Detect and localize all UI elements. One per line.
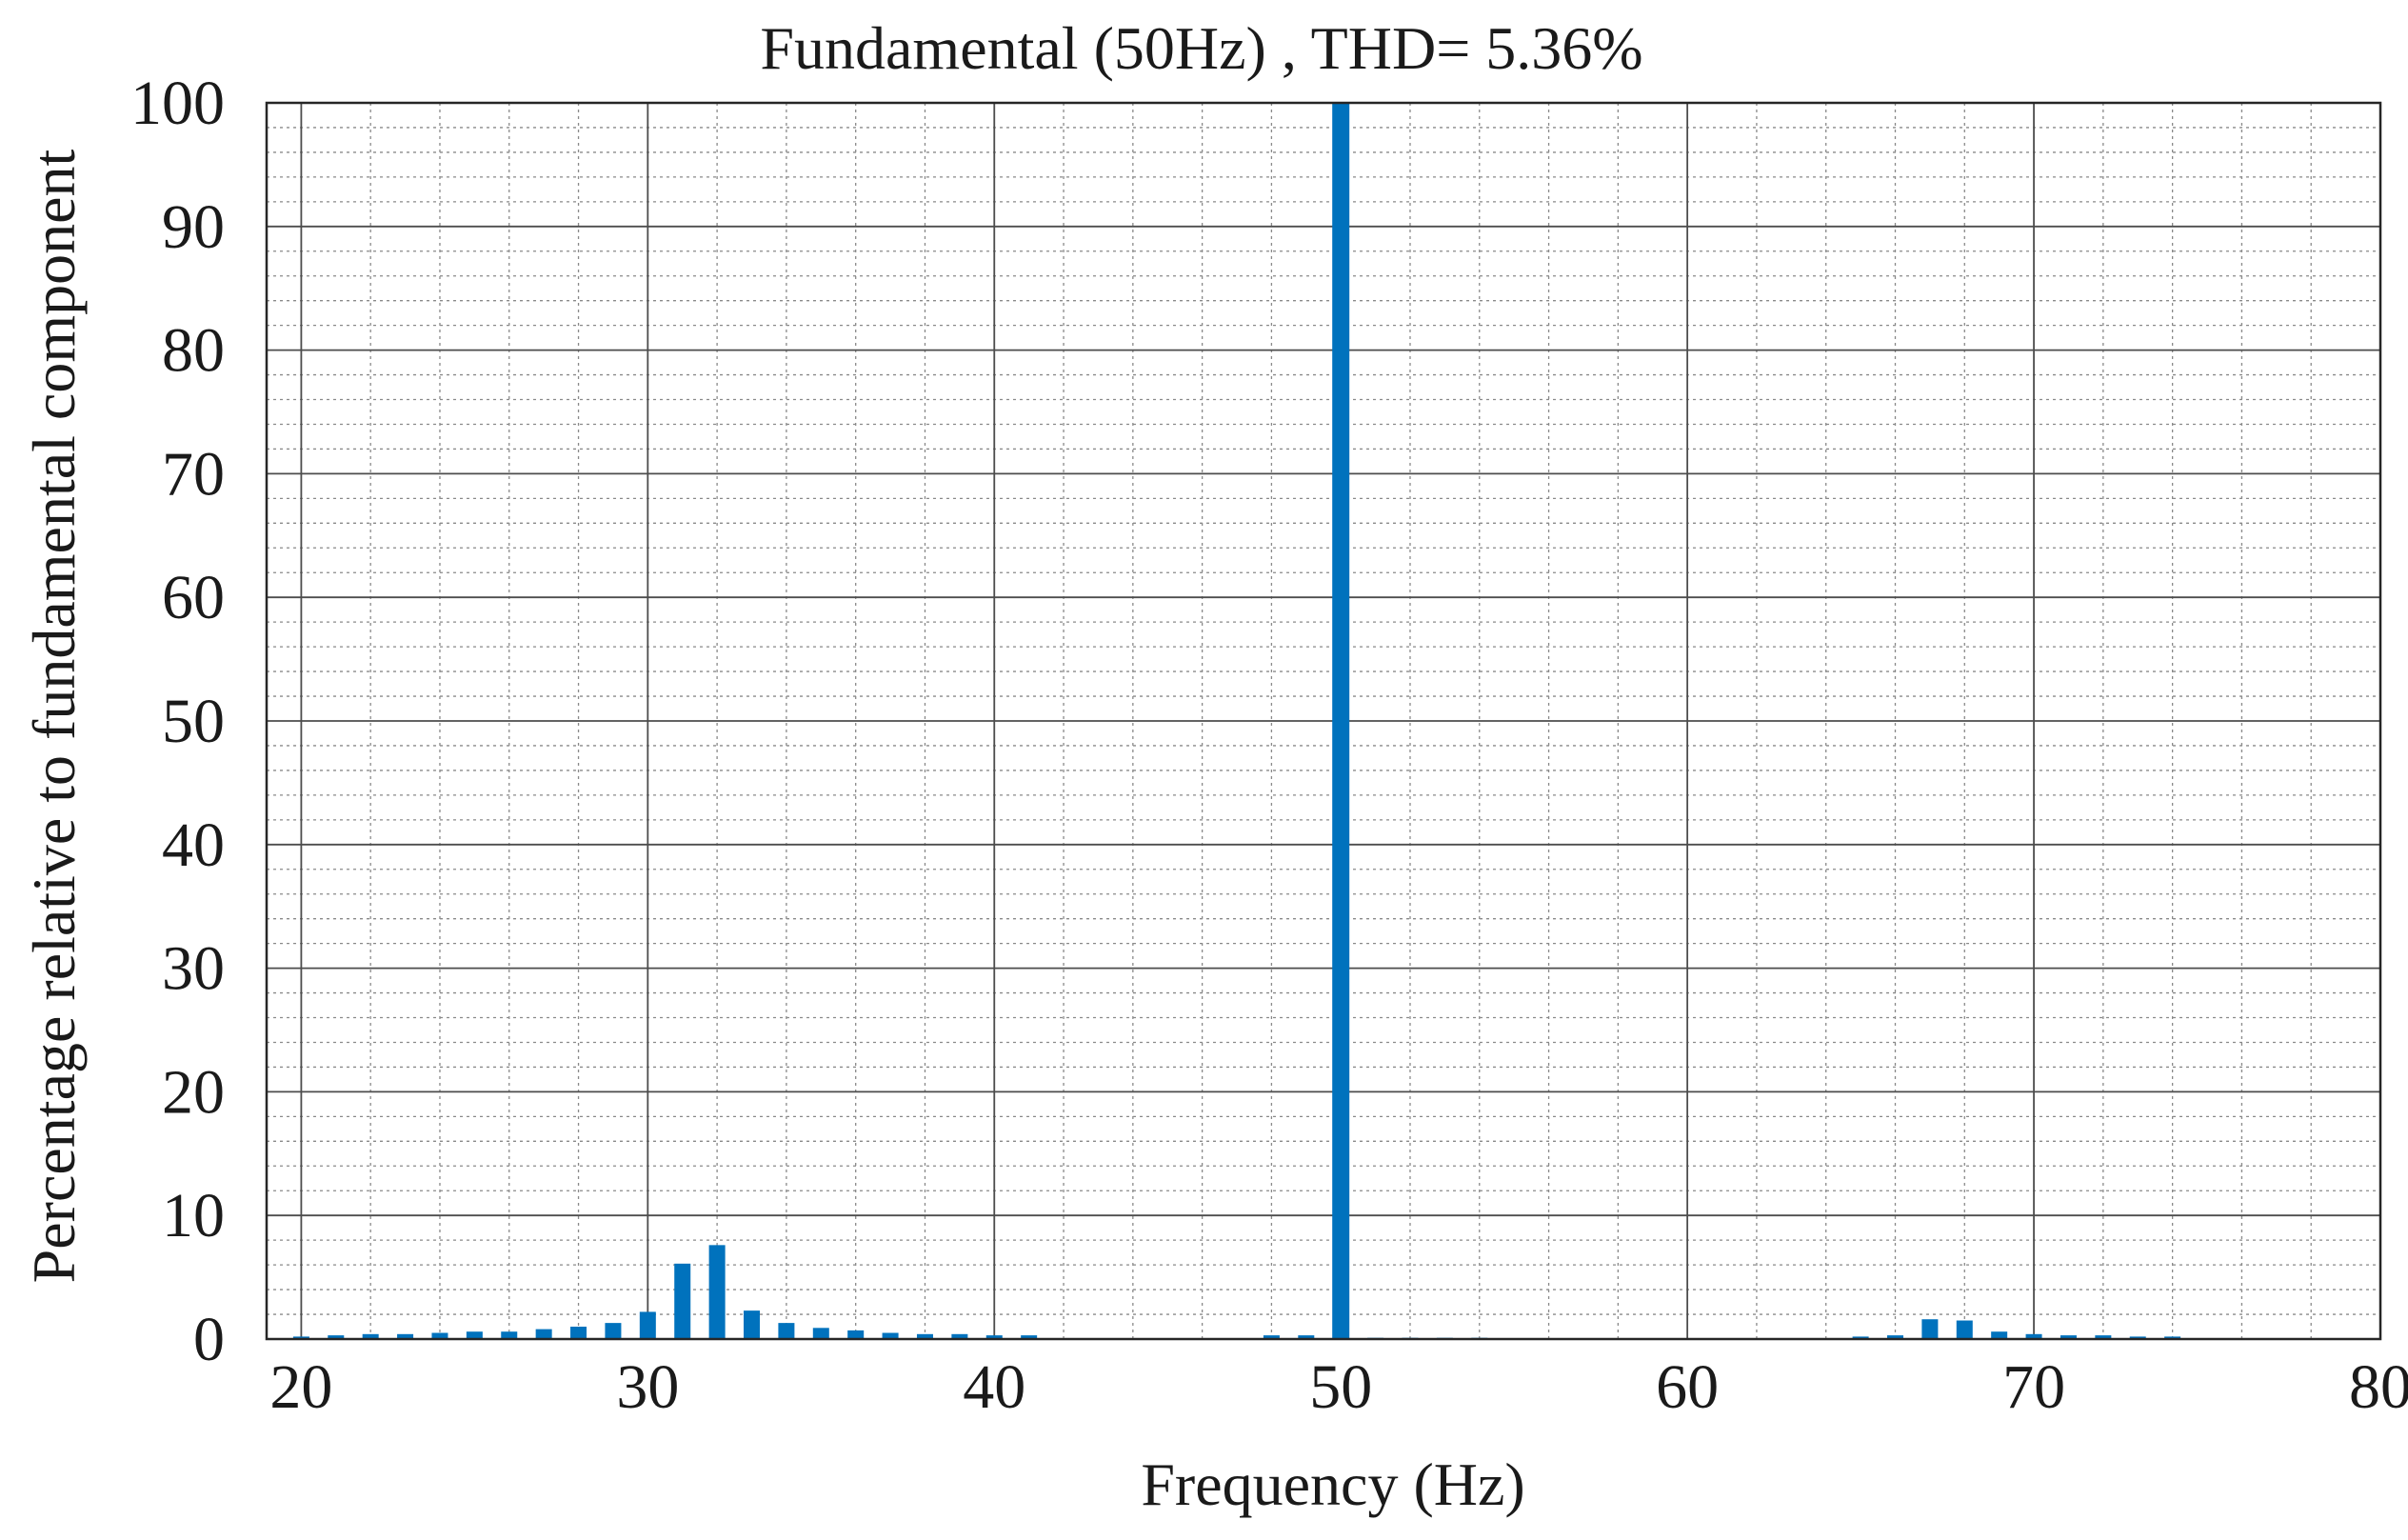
y-tick-label: 0	[193, 1305, 225, 1374]
bar	[605, 1323, 622, 1339]
bar	[1298, 1335, 1315, 1339]
bar	[916, 1333, 933, 1339]
x-tick-label: 20	[269, 1352, 332, 1422]
x-tick-label: 80	[2349, 1352, 2408, 1422]
bar	[2164, 1336, 2181, 1339]
minor-grid	[267, 103, 2380, 1339]
y-tick-label: 30	[162, 934, 225, 1004]
bar	[1332, 103, 1350, 1339]
y-tick-label: 80	[162, 316, 225, 386]
x-tick-label: 40	[963, 1352, 1025, 1422]
x-tick-label: 60	[1656, 1352, 1719, 1422]
bar	[778, 1323, 795, 1339]
y-tick-label: 40	[162, 810, 225, 880]
bar	[1991, 1331, 2008, 1339]
x-axis-label: Frequency (Hz)	[1141, 1450, 1524, 1518]
bar	[2095, 1335, 2112, 1339]
bar	[674, 1263, 691, 1339]
y-tick-label: 60	[162, 563, 225, 632]
bar	[2025, 1333, 2042, 1339]
bar	[1021, 1335, 1038, 1339]
bar	[2129, 1336, 2146, 1339]
bar	[951, 1333, 968, 1339]
bar	[535, 1329, 552, 1339]
bar	[1956, 1320, 1973, 1339]
bar	[1852, 1336, 1869, 1339]
x-tick-label: 50	[1309, 1352, 1372, 1422]
plot-frame	[265, 101, 2382, 1341]
bar	[397, 1333, 414, 1339]
y-tick-label: 10	[162, 1181, 225, 1250]
bar	[466, 1331, 483, 1339]
bar	[431, 1332, 448, 1339]
y-axis-label: Percentage relative to fundamental compo…	[20, 149, 88, 1283]
bar	[1263, 1335, 1280, 1339]
y-tick-labels: 0 10 20 30 40 50 60 70 80 90 100	[130, 69, 225, 1374]
bar	[639, 1311, 656, 1339]
bar	[501, 1331, 518, 1339]
bar	[847, 1330, 865, 1339]
chart-title: Fundamental (50Hz) , THD= 5.36%	[760, 14, 1642, 82]
bar	[708, 1245, 726, 1339]
x-tick-labels: 20 30 40 50 60 70 80	[269, 1352, 2408, 1422]
y-tick-label: 100	[130, 69, 225, 138]
bar	[1921, 1319, 1939, 1339]
y-tick-label: 70	[162, 439, 225, 509]
bar	[985, 1335, 1003, 1339]
bar	[570, 1327, 587, 1339]
x-tick-label: 70	[2002, 1352, 2065, 1422]
x-tick-label: 30	[616, 1352, 679, 1422]
y-tick-label: 50	[162, 687, 225, 756]
bar	[292, 1336, 309, 1339]
y-tick-label: 20	[162, 1057, 225, 1127]
bar	[744, 1310, 761, 1339]
bar	[328, 1335, 345, 1339]
bar	[1886, 1335, 1903, 1339]
bar	[812, 1328, 829, 1339]
bar	[362, 1333, 379, 1339]
bar	[2060, 1335, 2077, 1339]
bar	[882, 1332, 899, 1339]
y-tick-label: 90	[162, 192, 225, 262]
bar-series	[292, 103, 2181, 1339]
